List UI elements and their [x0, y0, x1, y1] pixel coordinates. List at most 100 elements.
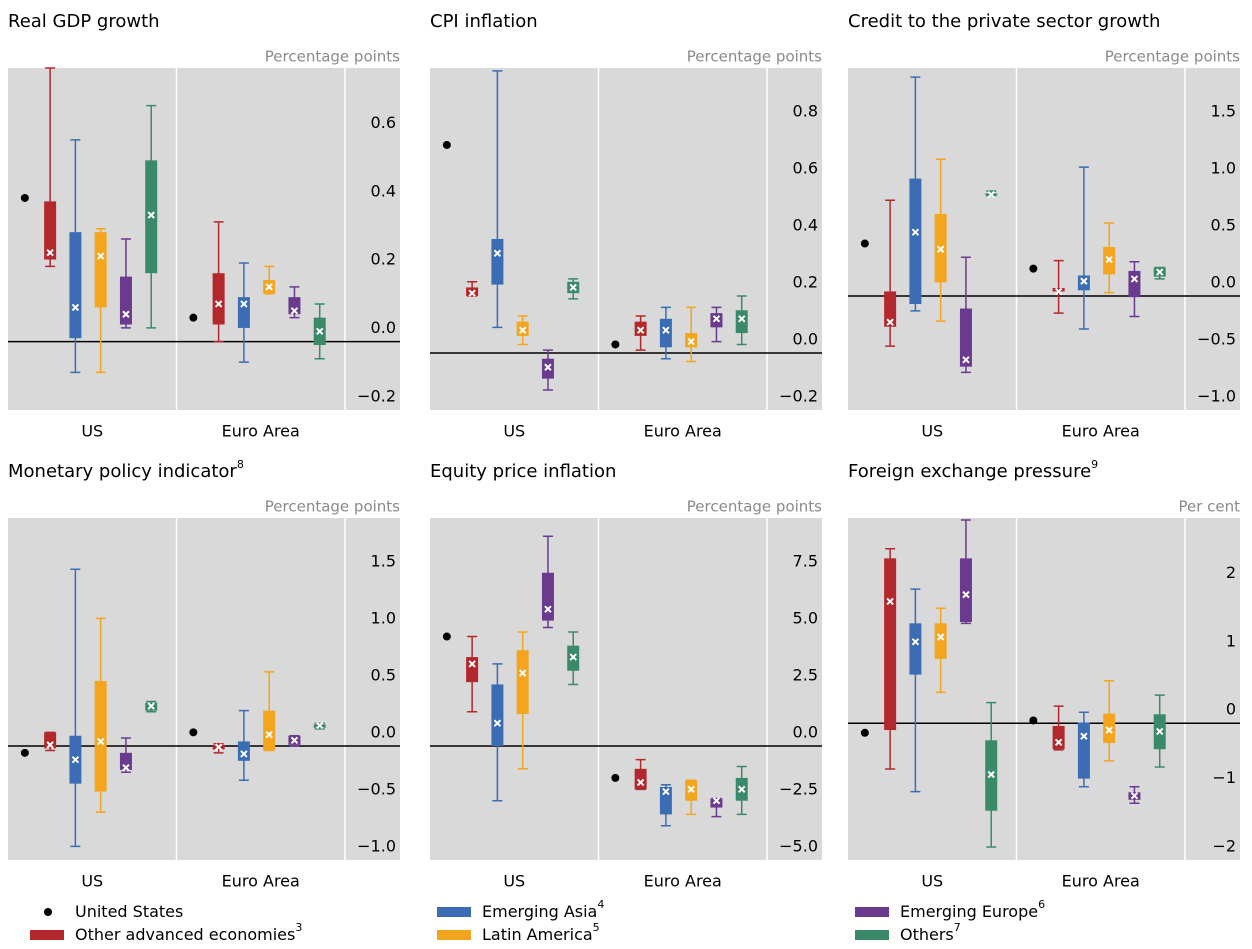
legend-marker — [437, 930, 471, 940]
box — [685, 333, 698, 348]
x-tick-label: US — [81, 422, 103, 441]
y-tick-label: 1.5 — [1211, 102, 1236, 121]
median-marker — [1156, 727, 1164, 736]
median-marker — [936, 633, 945, 641]
median-marker — [1054, 738, 1063, 747]
x-tick-label: Euro Area — [222, 872, 300, 891]
legend-label: Emerging Asia4 — [482, 898, 604, 921]
median-marker — [911, 228, 920, 236]
median-marker — [569, 283, 577, 292]
box — [94, 232, 107, 308]
median-marker — [147, 702, 155, 710]
title-note: 8 — [237, 458, 244, 471]
median-marker — [544, 605, 552, 613]
y-tick-label: −1.0 — [357, 837, 396, 856]
y-tick-label: 2.5 — [793, 666, 818, 685]
box — [959, 558, 972, 622]
unit-label: Percentage points — [265, 48, 400, 66]
box — [516, 321, 529, 336]
box — [466, 287, 479, 296]
median-marker — [46, 741, 54, 749]
y-tick-label: 0.6 — [371, 113, 396, 132]
point — [442, 632, 451, 641]
box — [44, 732, 57, 749]
median-marker — [1130, 275, 1139, 283]
y-tick-label: 0.0 — [371, 723, 396, 742]
y-tick-label: 5.0 — [793, 609, 818, 628]
median-marker — [1080, 277, 1088, 285]
y-tick-label: 1.5 — [371, 552, 396, 571]
legend-marker — [44, 908, 52, 916]
median-marker — [936, 245, 945, 253]
median-marker — [1105, 255, 1113, 264]
legend-note: 6 — [1038, 898, 1045, 911]
legend-text: Latin America — [482, 925, 593, 944]
median-marker — [518, 669, 527, 677]
legend-text: Other advanced economies — [75, 925, 295, 944]
median-marker — [662, 326, 670, 334]
y-tick-label: 0.2 — [793, 273, 818, 292]
y-tick-label: 0.0 — [371, 318, 396, 337]
box — [634, 321, 647, 336]
median-marker — [240, 750, 248, 758]
legend-label: Other advanced economies3 — [75, 921, 302, 944]
median-marker — [687, 337, 695, 346]
legend-note: 4 — [597, 898, 604, 911]
box — [884, 558, 897, 731]
legend-text: Emerging Asia — [482, 902, 597, 921]
y-tick-label: −1 — [1212, 768, 1236, 787]
chart-title: Real GDP growth — [8, 11, 160, 32]
x-tick-label: Euro Area — [222, 422, 300, 441]
plot-area — [8, 518, 400, 860]
chart-title: Credit to the private sector growth — [848, 11, 1160, 32]
median-marker — [290, 307, 299, 315]
box — [541, 572, 554, 621]
box — [959, 308, 972, 367]
unit-label: Percentage points — [687, 498, 822, 516]
legend-label: Latin America5 — [482, 921, 600, 944]
median-marker — [468, 289, 476, 297]
box — [237, 297, 250, 328]
median-marker — [122, 310, 130, 318]
legend-note: 7 — [954, 921, 961, 934]
median-marker — [544, 363, 552, 371]
median-marker — [962, 356, 970, 364]
point — [1029, 716, 1038, 725]
median-marker — [738, 785, 746, 794]
median-marker — [712, 797, 721, 805]
median-marker — [1105, 726, 1113, 734]
y-tick-label: −2 — [1212, 837, 1236, 856]
x-tick-label: Euro Area — [1062, 422, 1140, 441]
box — [212, 273, 225, 325]
y-tick-label: −5.0 — [779, 837, 818, 856]
median-marker — [147, 211, 155, 219]
point — [189, 728, 198, 737]
median-marker — [96, 737, 105, 746]
y-tick-label: −0.2 — [357, 387, 396, 406]
x-tick-label: US — [921, 872, 943, 891]
chart-title: CPI inflation — [430, 11, 538, 32]
box — [909, 178, 922, 304]
plot-area — [430, 68, 822, 410]
box — [145, 160, 158, 274]
legend-marker — [437, 907, 471, 917]
median-marker — [712, 315, 721, 323]
median-marker — [290, 736, 299, 745]
median-marker — [71, 755, 80, 764]
y-tick-label: 1.0 — [371, 609, 396, 628]
box — [491, 239, 504, 285]
box — [884, 291, 897, 327]
y-tick-label: 0.8 — [793, 102, 818, 121]
median-marker — [636, 326, 645, 334]
box — [1077, 722, 1090, 779]
box — [1103, 713, 1116, 744]
median-marker — [1054, 287, 1063, 296]
box — [119, 276, 132, 325]
box — [94, 681, 107, 792]
median-marker — [265, 730, 273, 739]
legend-text: Emerging Europe — [900, 902, 1038, 921]
plot-area — [430, 518, 822, 860]
median-marker — [493, 249, 502, 257]
median-marker — [493, 719, 502, 727]
plot-area — [848, 68, 1240, 410]
